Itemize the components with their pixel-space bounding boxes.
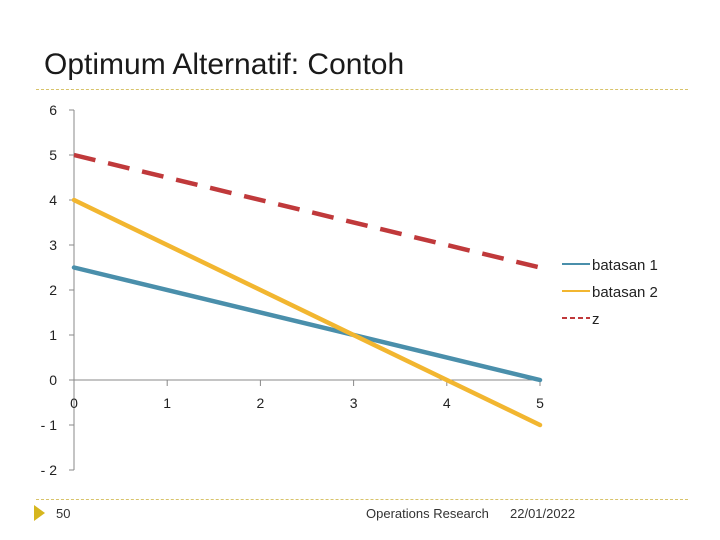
legend: batasan 1 batasan 2 z (562, 257, 658, 328)
title-divider (36, 89, 688, 90)
tick-labels: 6 5 4 3 2 1 0 - 1 - 2 0 1 2 3 4 5 (41, 102, 544, 478)
footer-divider (36, 499, 688, 500)
footer-date: 22/01/2022 (510, 506, 576, 521)
y-tick-label: 5 (49, 147, 57, 163)
y-tick-label: 3 (49, 237, 57, 253)
legend-label: z (592, 311, 600, 328)
y-tick-label: 0 (49, 372, 57, 388)
arrow-bullet-icon (34, 505, 45, 521)
y-tick-label: 6 (49, 102, 57, 118)
y-tick-label: 4 (49, 192, 57, 208)
axes (69, 109, 541, 471)
x-tick-label: 5 (536, 395, 544, 411)
x-tick-label: 2 (257, 395, 265, 411)
x-tick-label: 0 (70, 395, 78, 411)
slide-title: Optimum Alternatif: Contoh (44, 48, 405, 81)
series-lines (71, 152, 543, 428)
x-tick-label: 3 (350, 395, 358, 411)
legend-label: batasan 1 (592, 257, 658, 274)
x-tick-label: 4 (443, 395, 451, 411)
y-tick-label: - 2 (41, 462, 58, 478)
footer-page-number: 50 (56, 506, 71, 521)
y-tick-label: 2 (49, 282, 57, 298)
y-tick-label: 1 (49, 327, 57, 343)
legend-label: batasan 2 (592, 284, 658, 301)
series-line-1 (71, 265, 543, 383)
series-line-3 (73, 152, 541, 270)
series-line-2 (71, 197, 543, 428)
footer-organization: Operations Research (366, 506, 489, 521)
x-tick-label: 1 (163, 395, 171, 411)
y-tick-label: - 1 (41, 417, 58, 433)
